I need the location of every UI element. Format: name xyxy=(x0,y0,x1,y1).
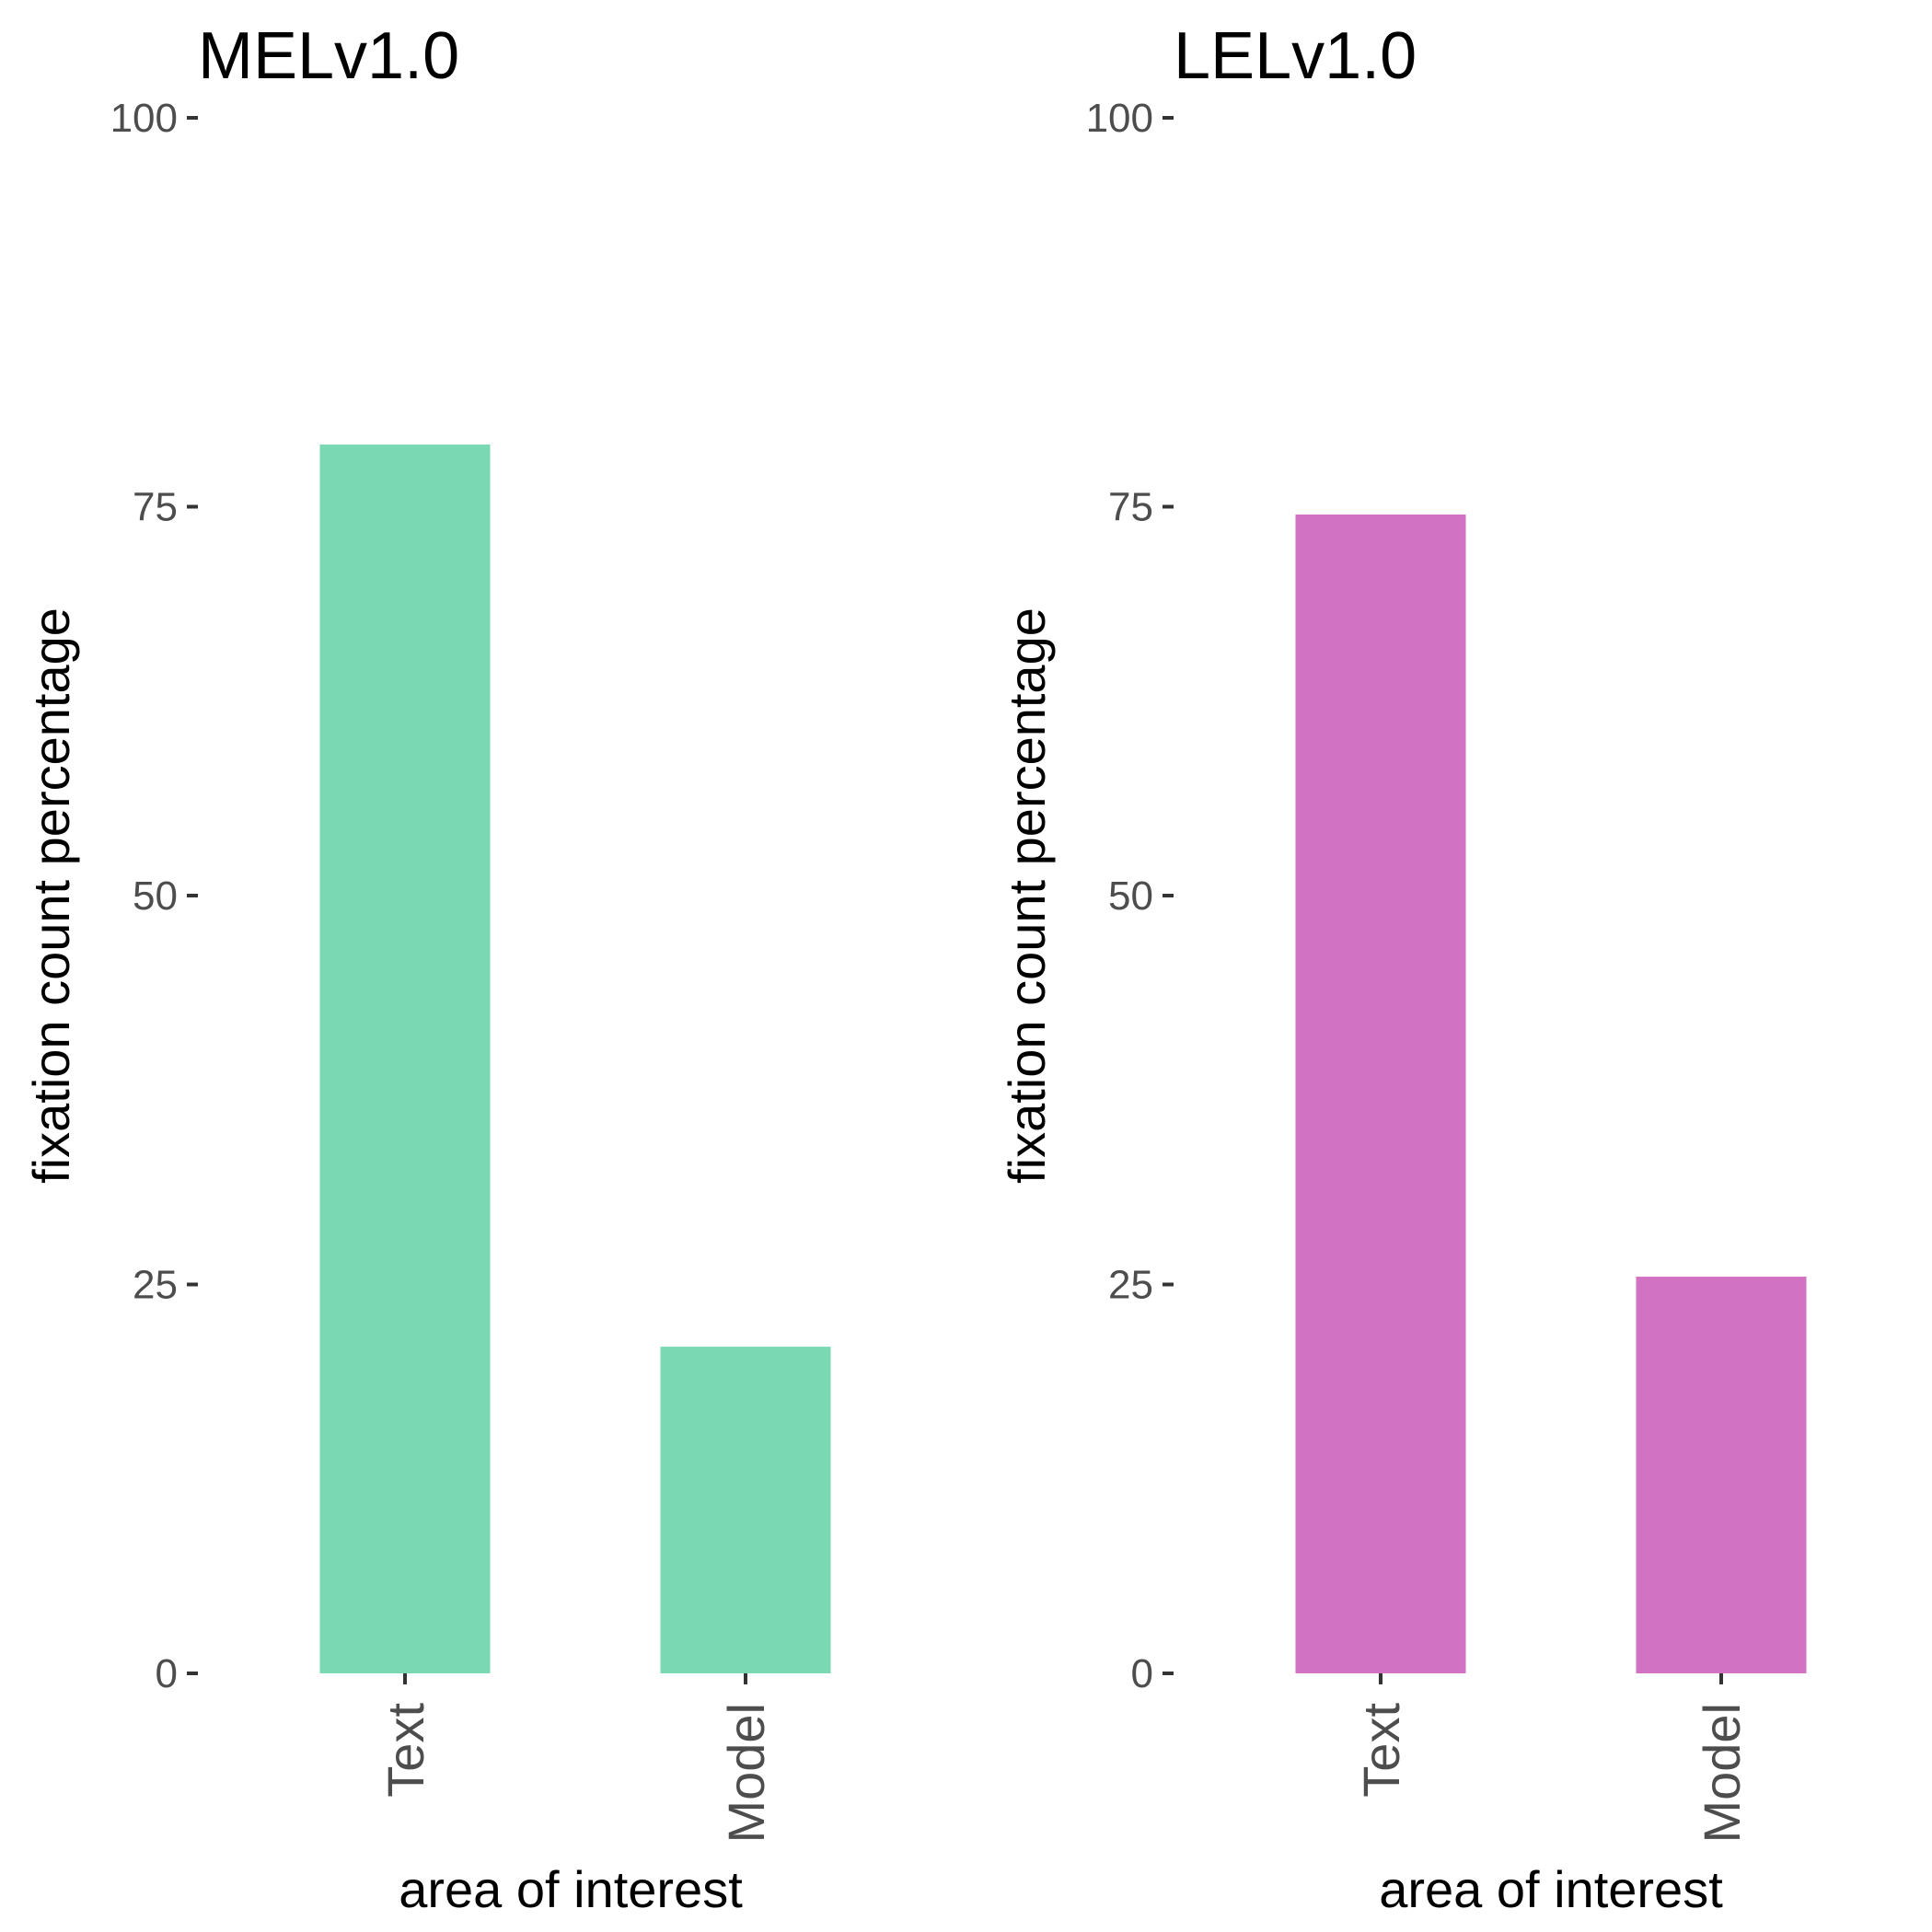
bar-model xyxy=(1636,1277,1807,1673)
y-tick-label: 100 xyxy=(1086,96,1153,141)
x-tick-label: Text xyxy=(1352,1703,1410,1798)
x-axis-title: area of interest xyxy=(1379,1860,1723,1918)
x-tick-label: Model xyxy=(717,1703,775,1844)
y-tick-label: 100 xyxy=(110,96,178,141)
y-tick-label: 0 xyxy=(1131,1651,1153,1696)
y-tick-label: 50 xyxy=(1108,873,1153,919)
panel-lelv1: LELv1.0 fixation count percentage area o… xyxy=(998,19,1807,1918)
bar-text xyxy=(1295,514,1466,1674)
panel-title: LELv1.0 xyxy=(1174,19,1417,93)
y-tick-label: 0 xyxy=(156,1651,178,1696)
x-axis-title: area of interest xyxy=(399,1860,743,1918)
y-tick-label: 75 xyxy=(133,485,178,530)
y-tick-label: 75 xyxy=(1108,485,1153,530)
y-axis-title: fixation count percentage xyxy=(22,607,80,1184)
bar-model xyxy=(660,1347,831,1673)
bar-text xyxy=(319,444,491,1673)
y-tick-label: 25 xyxy=(1108,1263,1153,1308)
panel-melv1: MELv1.0 fixation count percentage area o… xyxy=(22,19,831,1918)
x-tick-label: Model xyxy=(1693,1703,1751,1844)
y-axis-title: fixation count percentage xyxy=(998,607,1056,1184)
x-tick-label: Text xyxy=(376,1703,434,1798)
panel-title: MELv1.0 xyxy=(198,19,459,93)
y-tick-label: 50 xyxy=(133,873,178,919)
y-tick-label: 25 xyxy=(133,1263,178,1308)
